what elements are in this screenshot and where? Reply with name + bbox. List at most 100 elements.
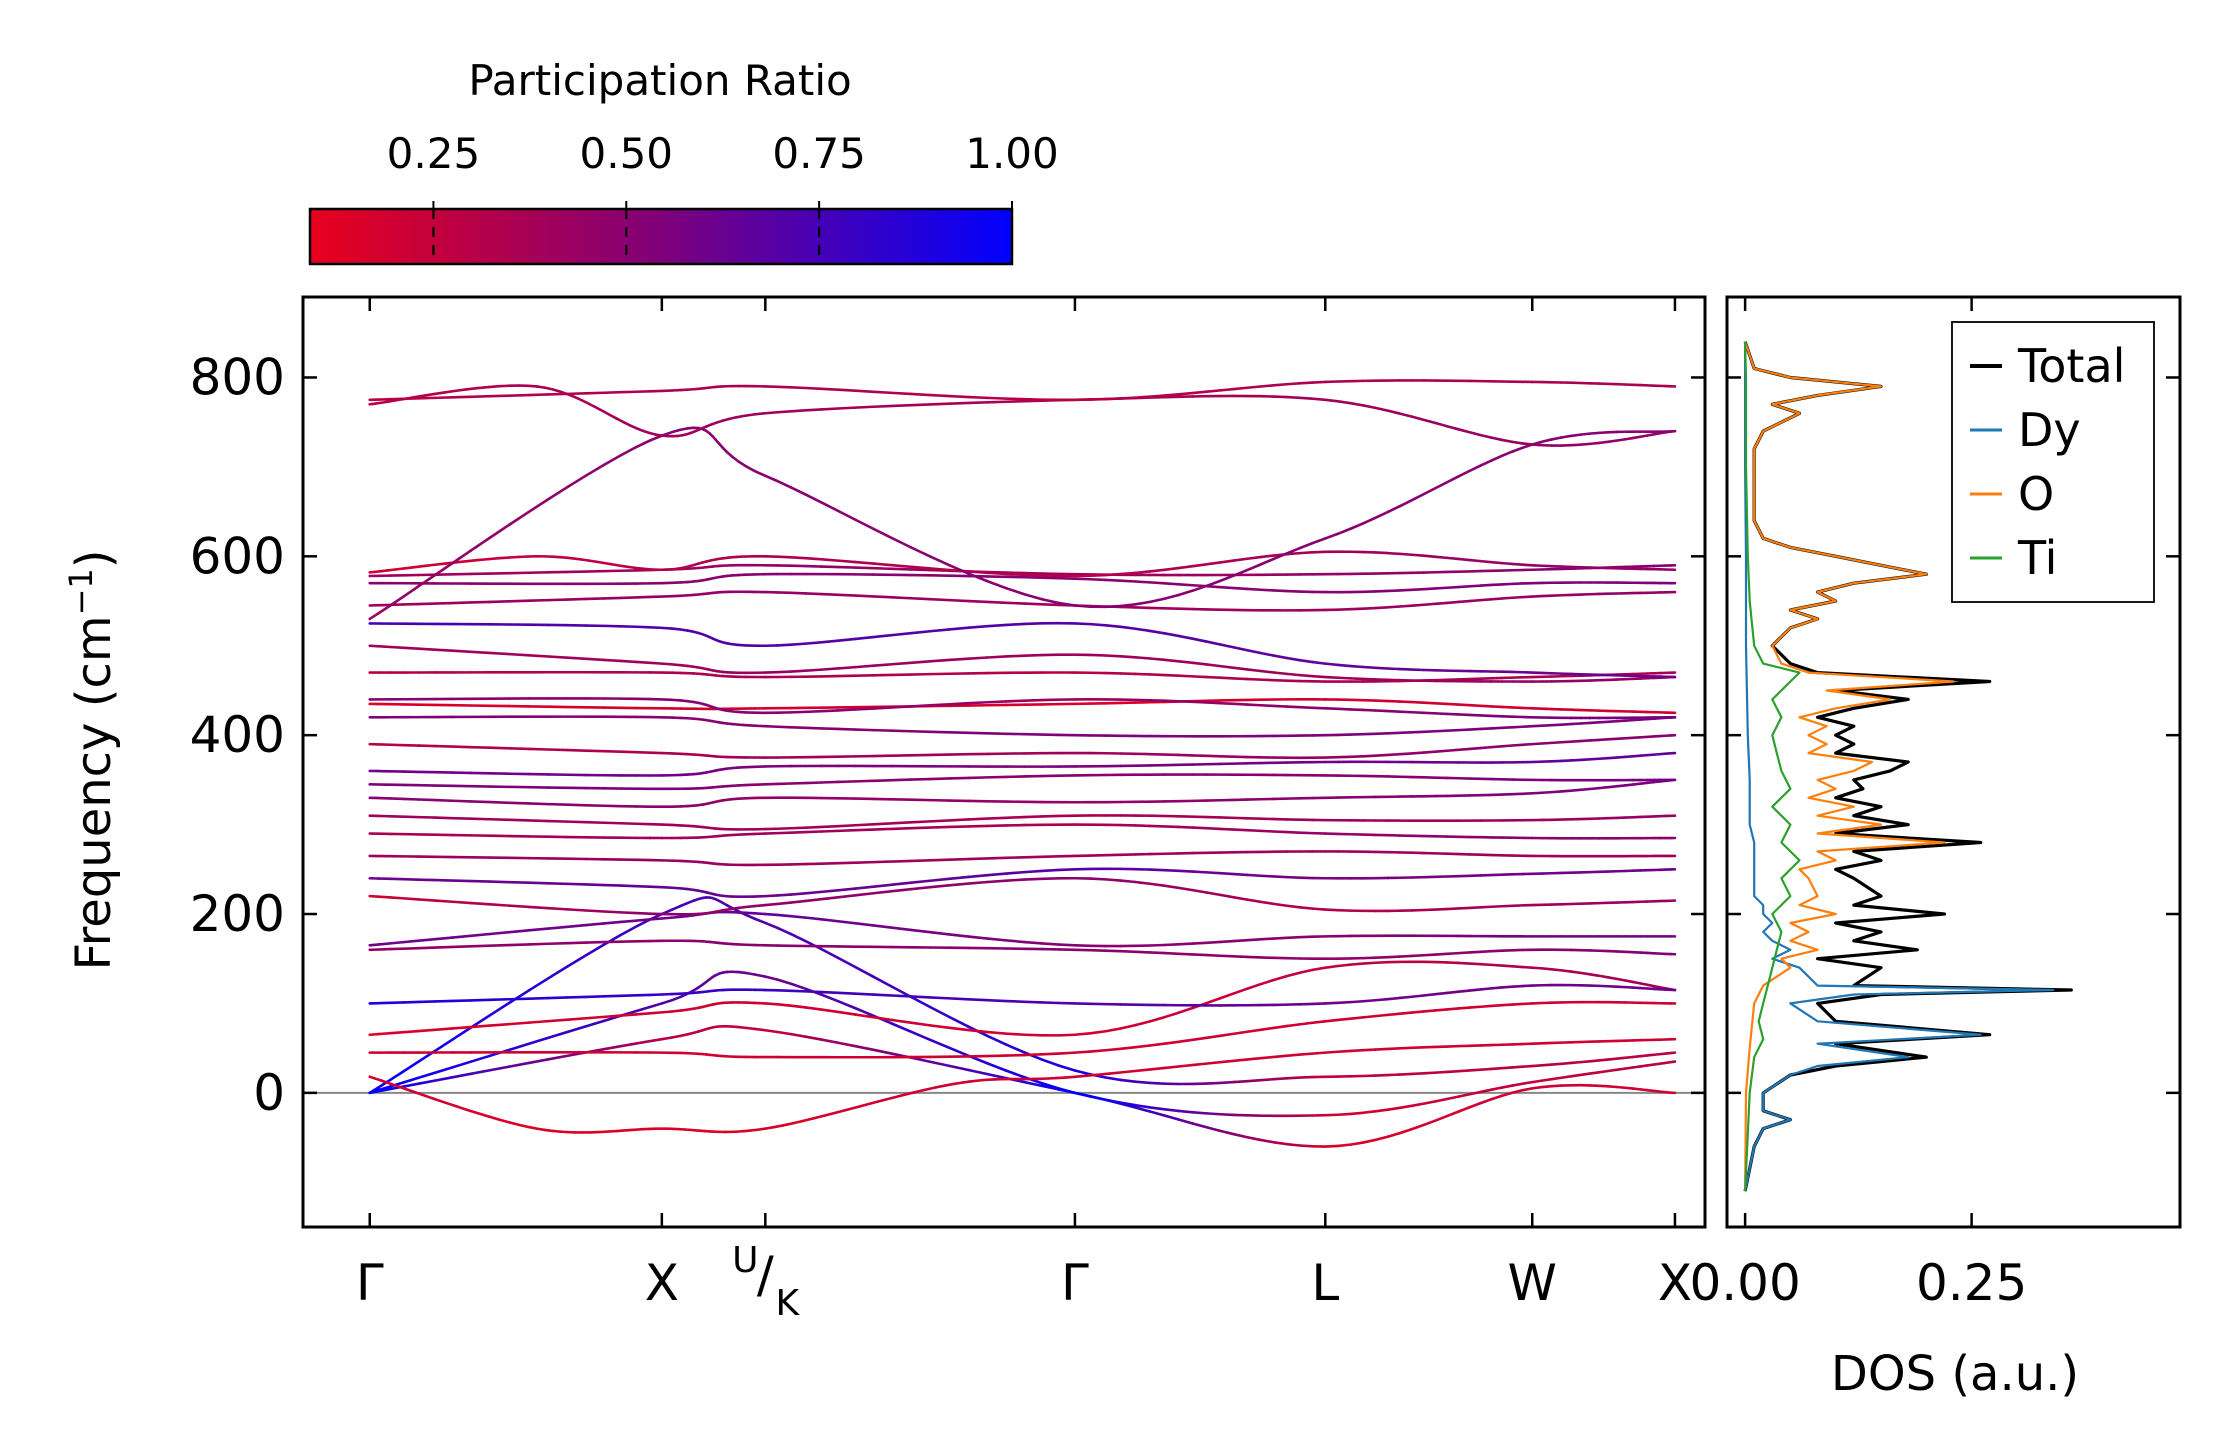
band-segment	[602, 920, 623, 925]
band-segment	[928, 658, 951, 663]
band-segment	[433, 999, 454, 1003]
band-segment	[1023, 815, 1044, 819]
band-segment	[1588, 972, 1601, 978]
band-segment	[872, 633, 894, 639]
band-segment	[1500, 964, 1514, 968]
band-segment	[527, 802, 550, 806]
band-segment	[928, 597, 951, 602]
band-segment	[764, 912, 779, 917]
band-segment	[1232, 1132, 1249, 1139]
band-segment	[1386, 699, 1402, 703]
dos-series-ti	[1744, 341, 1801, 1192]
band-segment	[566, 391, 588, 396]
dos-frame	[1725, 295, 2182, 1229]
band-segment	[368, 1085, 381, 1095]
band-segment	[469, 1054, 492, 1063]
band-segment	[872, 566, 894, 571]
band-segment	[1410, 603, 1426, 607]
band-segment	[1323, 662, 1340, 667]
band-segment	[1336, 527, 1352, 536]
band-segment	[986, 937, 1008, 942]
band-17	[368, 733, 1677, 760]
band-segment	[660, 626, 674, 630]
band-segment	[1468, 746, 1482, 751]
colorbar: Participation Ratio 0.25 0.50 0.75 1.00	[308, 56, 1059, 266]
band-segment	[547, 655, 569, 659]
band-segment	[1104, 1047, 1122, 1052]
band-segment	[967, 1028, 989, 1034]
band-segment	[451, 601, 473, 605]
band-segment	[1540, 790, 1554, 795]
band-segment	[967, 817, 989, 821]
band-segment	[1104, 604, 1122, 609]
band-segment	[1410, 1072, 1426, 1076]
band-segment	[1550, 723, 1563, 727]
band-segment	[1205, 663, 1222, 668]
kpoint-label-slash: /	[757, 1246, 774, 1304]
band-segment	[1521, 1002, 1534, 1006]
band-segment	[1422, 992, 1437, 997]
band-segment	[602, 910, 623, 914]
band-segment	[1606, 1085, 1618, 1089]
band-segment	[547, 598, 569, 602]
band-segment	[1323, 1144, 1340, 1148]
band-segment	[1245, 982, 1262, 991]
band-segment	[1521, 1087, 1534, 1092]
band-segment	[1386, 1131, 1402, 1139]
band-segment	[469, 1068, 492, 1076]
band-segment	[1004, 572, 1026, 577]
band-segment	[497, 384, 511, 388]
band-segment	[1500, 985, 1514, 989]
band-14	[368, 778, 1677, 809]
band-segment	[469, 998, 492, 1002]
band-segment	[1500, 1091, 1514, 1098]
band-segment	[1298, 551, 1314, 555]
band-segment	[469, 944, 492, 948]
band-segment	[1040, 868, 1061, 873]
band-segment	[417, 1071, 437, 1080]
band-segment	[1191, 1122, 1208, 1129]
band-segment	[670, 995, 682, 1002]
band-segment	[1468, 1068, 1482, 1072]
band-segment	[1073, 604, 1092, 609]
band-segment	[417, 1028, 437, 1033]
band-segment	[1148, 568, 1166, 573]
band-segment	[967, 873, 989, 879]
band-segment	[433, 816, 454, 820]
band-segment	[789, 989, 807, 993]
band-segment	[789, 914, 807, 919]
kpoint-label: X	[1658, 1254, 1692, 1312]
band-segment	[890, 881, 913, 887]
band-segment	[928, 1024, 951, 1030]
band-segment	[476, 1111, 490, 1118]
band-segment	[547, 819, 569, 823]
band-segment	[928, 567, 951, 572]
band-segment	[1298, 1075, 1314, 1079]
band-segment	[1023, 855, 1044, 859]
band-segment	[820, 895, 840, 901]
band-segment	[527, 1036, 550, 1046]
dos-series-dy	[1744, 341, 2055, 1192]
band-segment	[730, 455, 740, 463]
band-segment	[1560, 434, 1573, 439]
band-segment	[1148, 1106, 1166, 1111]
band-segment	[854, 1006, 875, 1018]
band-segment	[948, 933, 970, 938]
band-segment	[890, 536, 913, 549]
band-3	[368, 1037, 1677, 1134]
band-23	[368, 621, 1677, 679]
band-segment	[389, 1030, 406, 1035]
band-segment	[670, 915, 682, 919]
band-segment	[1177, 391, 1194, 396]
band-segment	[789, 710, 807, 714]
band-segment	[535, 385, 546, 389]
band-segment	[872, 527, 894, 540]
band-segment	[1104, 578, 1122, 582]
band-segment	[1191, 870, 1208, 874]
band-segment	[584, 820, 606, 825]
band-segment	[1579, 432, 1592, 436]
band-segment	[1191, 941, 1208, 945]
band-segment	[395, 566, 407, 571]
band-segment	[1218, 676, 1236, 680]
band-segment	[648, 625, 664, 630]
